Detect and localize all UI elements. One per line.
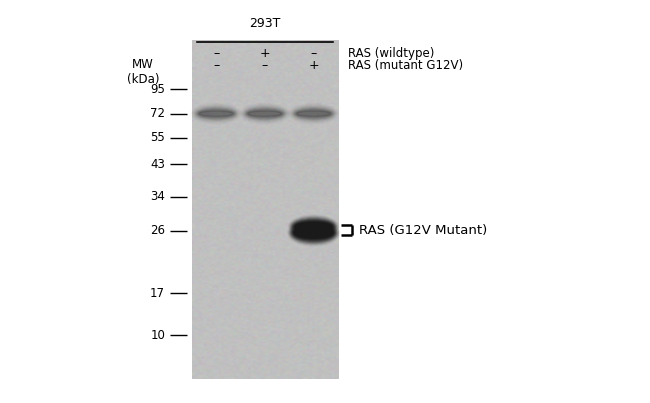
Ellipse shape	[297, 224, 330, 229]
Ellipse shape	[294, 108, 333, 119]
Ellipse shape	[295, 222, 332, 231]
Ellipse shape	[199, 110, 233, 117]
Ellipse shape	[290, 222, 337, 243]
Text: RAS (G12V Mutant): RAS (G12V Mutant)	[359, 224, 487, 237]
Ellipse shape	[292, 219, 335, 234]
Text: 72: 72	[150, 107, 165, 120]
Text: 34: 34	[150, 190, 165, 203]
Ellipse shape	[289, 222, 338, 244]
Ellipse shape	[296, 230, 331, 236]
Ellipse shape	[292, 218, 335, 235]
Ellipse shape	[293, 226, 334, 240]
Text: –: –	[213, 59, 219, 72]
Text: RAS (wildtype): RAS (wildtype)	[348, 47, 434, 60]
Text: MW
(kDa): MW (kDa)	[127, 58, 159, 86]
Ellipse shape	[200, 111, 233, 116]
Text: 293T: 293T	[249, 17, 281, 30]
Text: RAS (mutant G12V): RAS (mutant G12V)	[348, 59, 463, 72]
Ellipse shape	[288, 220, 339, 245]
Text: –: –	[311, 47, 317, 60]
Ellipse shape	[244, 107, 286, 120]
Ellipse shape	[296, 110, 331, 117]
Ellipse shape	[195, 107, 237, 120]
Text: 43: 43	[150, 158, 165, 171]
Ellipse shape	[294, 226, 333, 239]
Ellipse shape	[297, 111, 330, 116]
Ellipse shape	[197, 108, 235, 119]
Ellipse shape	[246, 108, 284, 119]
Text: –: –	[213, 47, 219, 60]
Ellipse shape	[293, 108, 334, 120]
Text: 55: 55	[150, 131, 165, 144]
Ellipse shape	[196, 108, 237, 120]
Text: +: +	[308, 59, 319, 72]
Ellipse shape	[248, 110, 282, 117]
Ellipse shape	[244, 108, 285, 120]
Bar	[192, 40, 338, 379]
Ellipse shape	[293, 220, 334, 233]
Ellipse shape	[296, 223, 331, 230]
Ellipse shape	[248, 111, 281, 116]
Ellipse shape	[291, 224, 336, 242]
Text: 26: 26	[150, 224, 165, 237]
Text: 10: 10	[150, 329, 165, 342]
Ellipse shape	[292, 107, 335, 120]
Ellipse shape	[246, 109, 283, 118]
Ellipse shape	[198, 109, 235, 118]
Ellipse shape	[290, 216, 337, 237]
Ellipse shape	[292, 224, 335, 241]
Ellipse shape	[294, 228, 333, 238]
Ellipse shape	[291, 217, 337, 236]
Ellipse shape	[295, 109, 332, 118]
Text: +: +	[259, 47, 270, 60]
Text: –: –	[262, 59, 268, 72]
Ellipse shape	[296, 229, 332, 237]
Ellipse shape	[294, 221, 333, 232]
Text: 95: 95	[150, 83, 165, 96]
Text: 17: 17	[150, 287, 165, 300]
